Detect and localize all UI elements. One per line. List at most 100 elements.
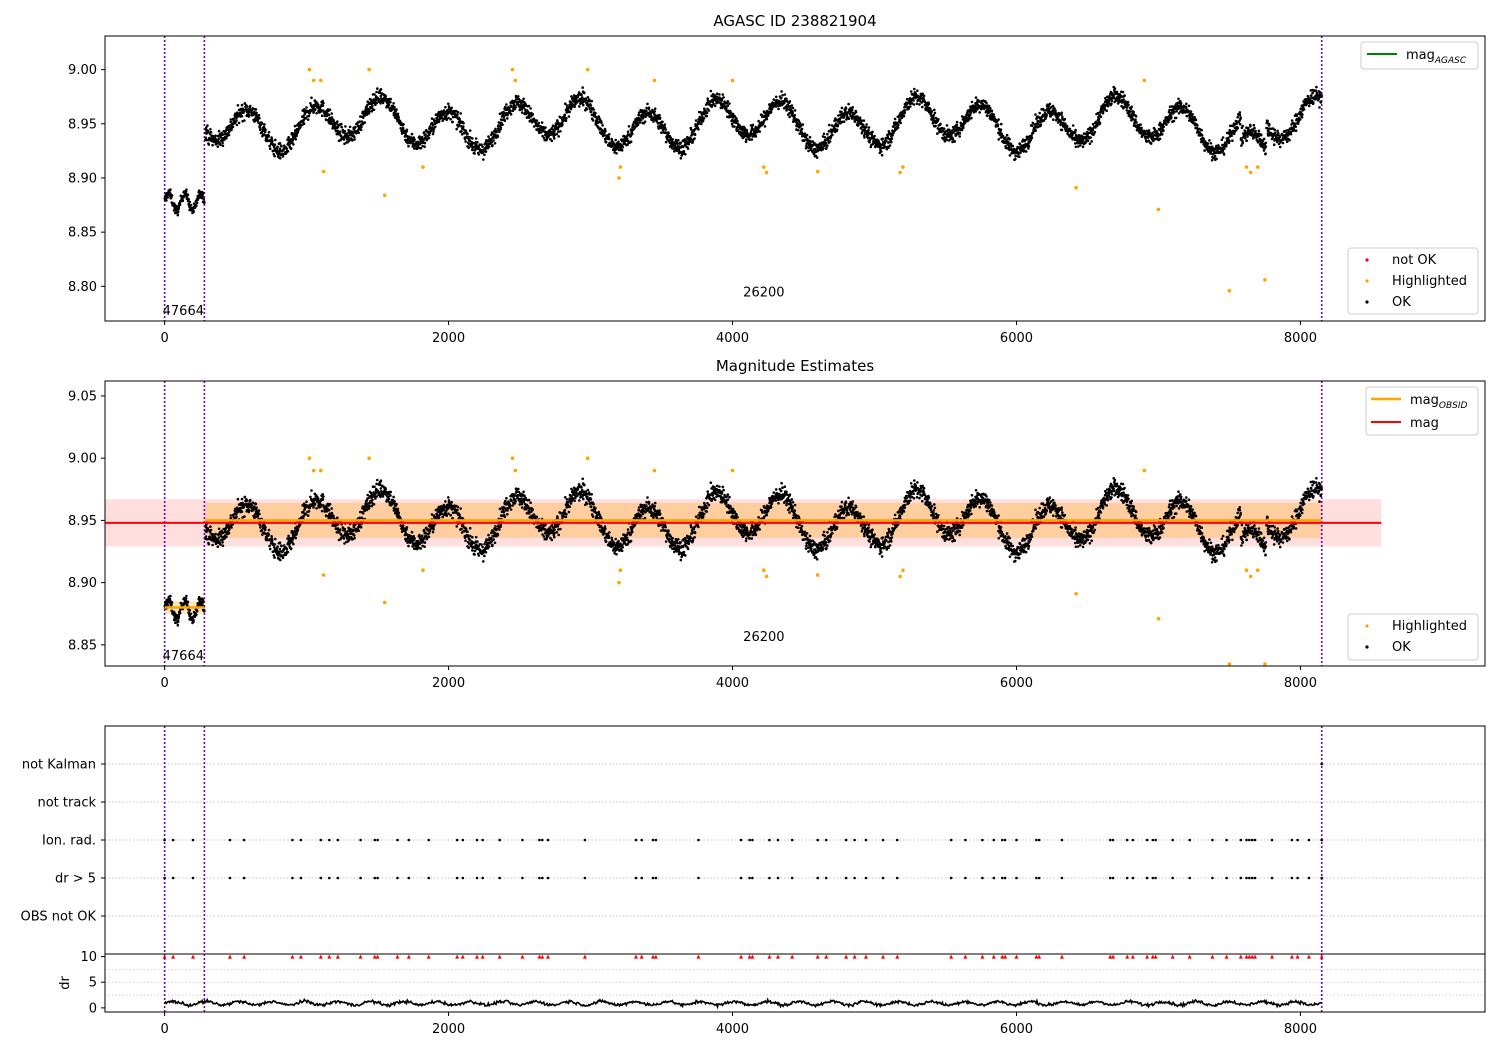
- ok-point: [410, 132, 414, 136]
- ok-point: [709, 89, 713, 93]
- ok-point: [550, 126, 554, 130]
- ok-point: [828, 140, 832, 143]
- ok-point: [227, 532, 231, 535]
- legend-not-ok-label: not OK: [1392, 253, 1437, 268]
- ok-point: [290, 131, 294, 135]
- ok-point: [699, 111, 702, 114]
- ok-point: [1300, 116, 1304, 119]
- ok-point: [203, 201, 206, 205]
- ok-point: [304, 117, 308, 120]
- ok-point: [645, 109, 648, 113]
- ok-point: [217, 129, 221, 133]
- ok-point: [217, 527, 221, 531]
- ok-point: [294, 129, 298, 133]
- ok-point: [594, 111, 597, 115]
- ok-point: [873, 134, 876, 138]
- ok-point: [976, 108, 979, 111]
- ok-point: [1252, 123, 1256, 127]
- ok-point: [294, 137, 298, 141]
- ok-point: [912, 103, 916, 106]
- panel-agasc-obsid-annotation-1: 47664: [163, 304, 204, 319]
- ok-point: [1022, 148, 1025, 151]
- ok-point: [1132, 112, 1135, 116]
- y-tick-label: 8.80: [68, 280, 97, 295]
- ok-point: [805, 133, 809, 137]
- ok-point: [402, 123, 405, 126]
- ok-point: [258, 126, 262, 129]
- ok-point: [1027, 147, 1030, 150]
- ok-point: [228, 130, 231, 133]
- ok-point: [511, 109, 515, 112]
- ok-point: [1290, 119, 1294, 122]
- ok-point: [626, 130, 630, 133]
- ok-point: [468, 139, 472, 143]
- ok-point: [1196, 124, 1199, 127]
- ok-point: [499, 126, 503, 129]
- ok-point: [999, 128, 1003, 131]
- ok-point: [557, 135, 560, 138]
- ok-point: [791, 120, 795, 123]
- ok-point: [780, 90, 783, 93]
- ok-point: [1264, 152, 1267, 155]
- ok-point: [201, 598, 205, 602]
- ok-point: [1086, 139, 1090, 142]
- ok-point: [835, 128, 839, 132]
- highlighted-point: [367, 67, 371, 72]
- ok-point: [205, 126, 208, 129]
- ok-point: [1165, 123, 1168, 126]
- ok-point: [717, 101, 720, 104]
- ok-point: [989, 107, 992, 110]
- panel-agasc-points: [163, 85, 1323, 217]
- ok-point: [491, 143, 494, 147]
- ok-point: [953, 140, 956, 143]
- ok-point: [187, 198, 190, 201]
- ok-point: [1026, 137, 1029, 141]
- ok-point: [1153, 128, 1157, 131]
- ok-point: [1213, 154, 1217, 158]
- ok-point: [286, 150, 290, 153]
- ok-point: [822, 132, 826, 136]
- ok-point: [1029, 139, 1032, 142]
- ok-point: [1266, 119, 1269, 123]
- ok-point: [671, 138, 674, 141]
- ok-point: [188, 200, 192, 204]
- ok-point: [915, 102, 919, 105]
- ok-point: [968, 113, 972, 117]
- ok-point: [302, 118, 306, 122]
- ok-point: [1174, 116, 1178, 120]
- ok-point: [1285, 140, 1289, 143]
- ok-point: [343, 142, 346, 146]
- ok-point: [1238, 122, 1242, 126]
- ok-point: [954, 134, 957, 137]
- ok-point: [169, 188, 172, 191]
- ok-point: [176, 210, 180, 213]
- ok-point: [1161, 133, 1164, 136]
- ok-point: [1246, 135, 1249, 138]
- ok-point: [854, 110, 858, 114]
- ok-point: [1148, 131, 1151, 134]
- ok-point: [340, 125, 344, 129]
- ok-point: [768, 106, 772, 109]
- ok-point: [471, 148, 474, 152]
- ok-point: [847, 102, 850, 106]
- ok-point: [1209, 142, 1213, 145]
- ok-point: [342, 138, 346, 141]
- ok-point: [783, 93, 787, 96]
- ok-point: [253, 119, 257, 123]
- ok-point: [812, 152, 816, 156]
- ok-point: [996, 123, 1000, 127]
- ok-point: [310, 96, 313, 100]
- ok-point: [1311, 91, 1314, 95]
- x-tick-label: 8000: [1284, 676, 1317, 691]
- ok-point: [1179, 99, 1182, 103]
- ok-point: [442, 109, 446, 112]
- ok-point: [1074, 130, 1077, 134]
- panel-agasc-title: AGASC ID 238821904: [713, 12, 876, 30]
- ok-point: [1206, 142, 1210, 145]
- ok-point: [949, 138, 952, 141]
- ok-point: [268, 147, 272, 150]
- ok-point: [974, 110, 978, 113]
- ok-point: [880, 150, 883, 153]
- ok-point: [1122, 98, 1125, 101]
- ok-point: [934, 124, 937, 128]
